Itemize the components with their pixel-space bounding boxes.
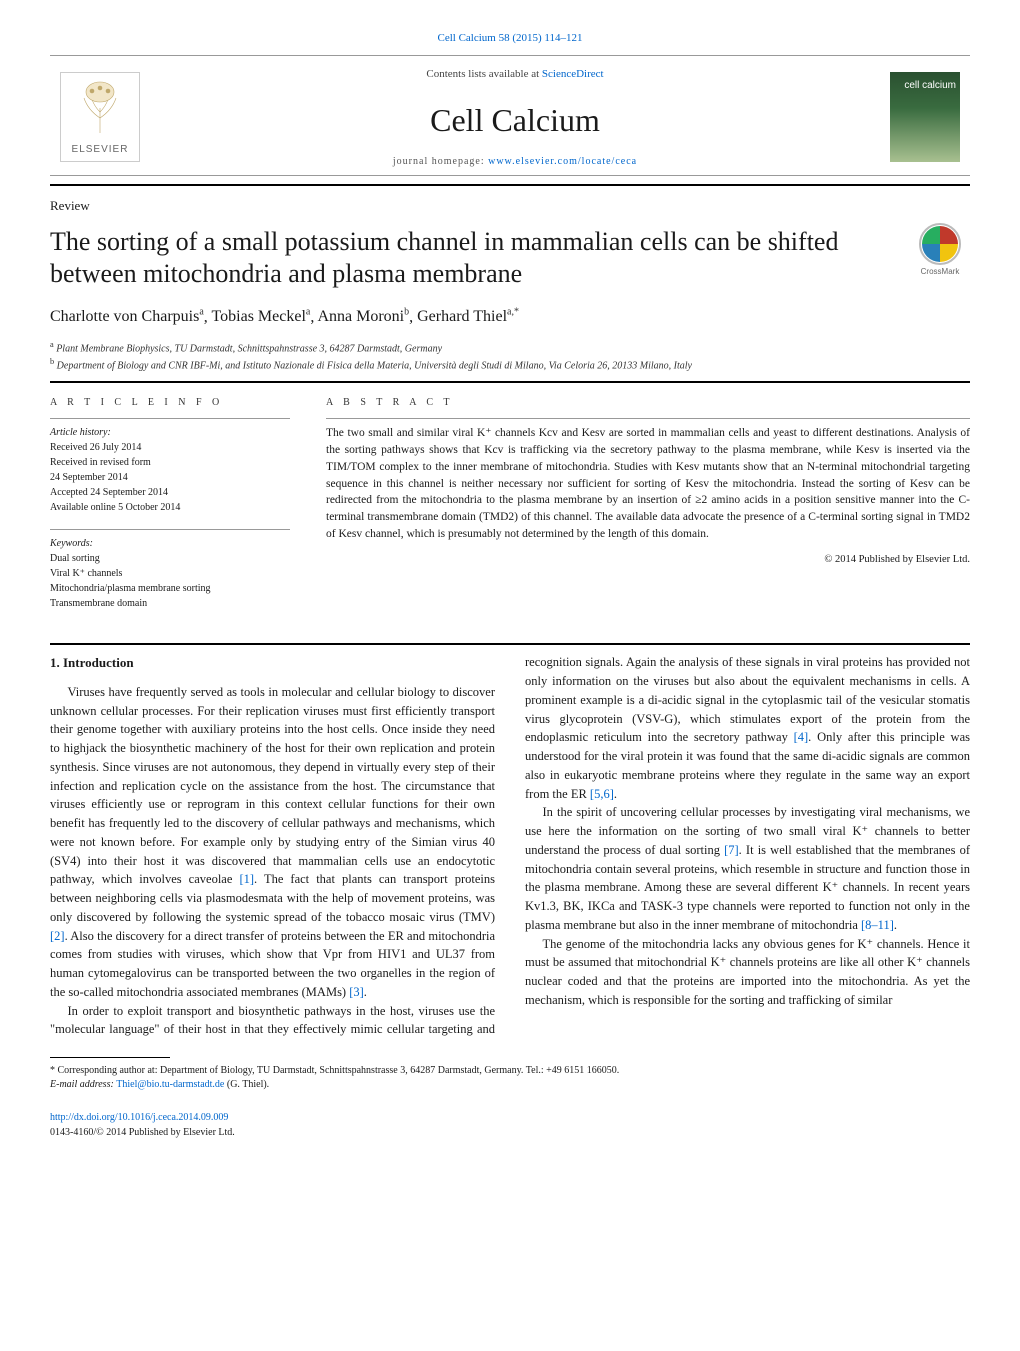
journal-homepage-line: journal homepage: www.elsevier.com/locat…	[150, 154, 880, 169]
affiliations: a Plant Membrane Biophysics, TU Darmstad…	[50, 339, 970, 374]
header-citation-link[interactable]: Cell Calcium 58 (2015) 114–121	[437, 32, 582, 44]
article-title: The sorting of a small potassium channel…	[50, 226, 890, 291]
footnotes: * Corresponding author at: Department of…	[50, 1064, 970, 1092]
affiliation-a: a Plant Membrane Biophysics, TU Darmstad…	[50, 339, 970, 356]
history-line: Received in revised form	[50, 455, 290, 470]
crossmark-label: CrossMark	[921, 266, 960, 278]
masthead: ELSEVIER Contents lists available at Sci…	[50, 62, 970, 174]
header-citation: Cell Calcium 58 (2015) 114–121	[50, 30, 970, 47]
history-line: Accepted 24 September 2014	[50, 485, 290, 500]
affiliation-b: b Department of Biology and CNR IBF-Mi, …	[50, 356, 970, 373]
keyword: Viral K⁺ channels	[50, 566, 290, 581]
author-4: Gerhard Thiela,*	[417, 308, 519, 325]
section-number: 1.	[50, 655, 60, 670]
doi-link[interactable]: http://dx.doi.org/10.1016/j.ceca.2014.09…	[50, 1112, 228, 1123]
keywords-label: Keywords:	[50, 536, 290, 551]
thick-rule-2	[50, 381, 970, 383]
cover-text: cell calcium	[894, 78, 956, 93]
history-label: Article history:	[50, 425, 290, 440]
body-para-5: The genome of the mitochondria lacks any…	[525, 935, 970, 1010]
history-line: Available online 5 October 2014	[50, 500, 290, 515]
elsevier-tree-icon: ELSEVIER	[60, 72, 140, 162]
ref-link-4[interactable]: [4]	[794, 730, 809, 744]
section-1-heading: 1. Introduction	[50, 653, 495, 673]
article-type: Review	[50, 196, 970, 216]
email-label: E-mail address:	[50, 1079, 116, 1090]
crossmark-badge[interactable]: CrossMark	[910, 220, 970, 280]
footnote-rule	[50, 1057, 170, 1058]
elsevier-label: ELSEVIER	[72, 142, 129, 157]
keyword: Dual sorting	[50, 551, 290, 566]
masthead-center: Contents lists available at ScienceDirec…	[150, 66, 880, 170]
sciencedirect-link[interactable]: ScienceDirect	[542, 68, 604, 80]
article-info-heading: a r t i c l e i n f o	[50, 395, 290, 410]
info-rule-1	[50, 418, 290, 419]
bottom-block: http://dx.doi.org/10.1016/j.ceca.2014.09…	[50, 1110, 970, 1140]
email-link[interactable]: Thiel@bio.tu-darmstadt.de	[116, 1079, 224, 1090]
homepage-prefix: journal homepage:	[393, 156, 488, 167]
info-abstract-row: a r t i c l e i n f o Article history: R…	[50, 395, 970, 625]
abstract-col: a b s t r a c t The two small and simila…	[326, 395, 970, 625]
abstract-text: The two small and similar viral K⁺ chann…	[326, 425, 970, 542]
top-rule-2	[50, 175, 970, 176]
authors-line: Charlotte von Charpuisa, Tobias Meckela,…	[50, 305, 970, 329]
thick-rule-1	[50, 184, 970, 186]
keyword: Transmembrane domain	[50, 596, 290, 611]
keyword: Mitochondria/plasma membrane sorting	[50, 581, 290, 596]
ref-link-2[interactable]: [2]	[50, 929, 65, 943]
ref-link-5[interactable]: [5,6]	[590, 787, 614, 801]
ref-link-8[interactable]: [8–11]	[861, 918, 894, 932]
abstract-heading: a b s t r a c t	[326, 395, 970, 410]
contents-available-line: Contents lists available at ScienceDirec…	[150, 66, 880, 83]
ref-link-3[interactable]: [3]	[349, 985, 364, 999]
corresponding-author-note: * Corresponding author at: Department of…	[50, 1064, 970, 1078]
journal-cover-icon: cell calcium	[890, 72, 960, 162]
history-line: Received 26 July 2014	[50, 440, 290, 455]
thick-rule-3	[50, 643, 970, 645]
issn-copyright-line: 0143-4160/© 2014 Published by Elsevier L…	[50, 1125, 970, 1140]
journal-title: Cell Calcium	[150, 96, 880, 144]
info-rule-2	[50, 529, 290, 530]
ref-link-1[interactable]: [1]	[239, 872, 254, 886]
email-line: E-mail address: Thiel@bio.tu-darmstadt.d…	[50, 1078, 970, 1092]
publisher-logo-block: ELSEVIER	[50, 72, 150, 162]
author-1: Charlotte von Charpuisa	[50, 308, 204, 325]
history-line: 24 September 2014	[50, 470, 290, 485]
ref-link-7[interactable]: [7]	[724, 843, 739, 857]
abstract-rule	[326, 418, 970, 419]
homepage-link[interactable]: www.elsevier.com/locate/ceca	[488, 156, 637, 167]
section-title: Introduction	[63, 655, 134, 670]
author-2: Tobias Meckela	[211, 308, 310, 325]
body-para-1: Viruses have frequently served as tools …	[50, 683, 495, 1002]
body-para-4: In the spirit of uncovering cellular pro…	[525, 803, 970, 934]
email-suffix: (G. Thiel).	[224, 1079, 269, 1090]
body-columns: 1. Introduction Viruses have frequently …	[50, 653, 970, 1039]
abstract-copyright: © 2014 Published by Elsevier Ltd.	[326, 552, 970, 568]
top-rule-1	[50, 55, 970, 56]
author-3: Anna Moronib	[317, 308, 409, 325]
contents-prefix: Contents lists available at	[426, 68, 541, 80]
crossmark-icon	[918, 222, 962, 266]
journal-cover-block: cell calcium	[880, 72, 970, 162]
article-history: Article history: Received 26 July 2014 R…	[50, 425, 290, 515]
title-row: The sorting of a small potassium channel…	[50, 220, 970, 305]
article-info-col: a r t i c l e i n f o Article history: R…	[50, 395, 290, 625]
keywords-block: Keywords: Dual sorting Viral K⁺ channels…	[50, 536, 290, 611]
